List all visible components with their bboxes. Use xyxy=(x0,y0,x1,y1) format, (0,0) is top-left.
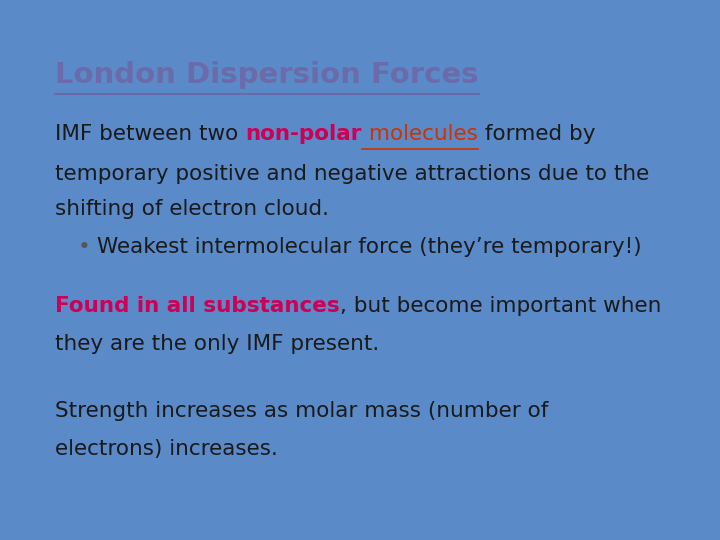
Text: Found in all substances: Found in all substances xyxy=(55,296,340,316)
Text: •: • xyxy=(77,237,90,256)
Text: London Dispersion Forces: London Dispersion Forces xyxy=(55,61,479,89)
Text: non-polar: non-polar xyxy=(246,124,362,144)
Text: Weakest intermolecular force (they’re temporary!): Weakest intermolecular force (they’re te… xyxy=(97,237,642,256)
Text: they are the only IMF present.: they are the only IMF present. xyxy=(55,334,379,354)
Text: formed by: formed by xyxy=(477,124,595,144)
Text: electrons) increases.: electrons) increases. xyxy=(55,438,278,458)
Text: Strength increases as molar mass (number of: Strength increases as molar mass (number… xyxy=(55,401,549,421)
Text: temporary positive and negative attractions due to the: temporary positive and negative attracti… xyxy=(55,164,649,184)
Text: , but become important when: , but become important when xyxy=(340,296,662,316)
Text: IMF between two: IMF between two xyxy=(55,124,246,144)
Text: shifting of electron cloud.: shifting of electron cloud. xyxy=(55,199,329,219)
Text: molecules: molecules xyxy=(362,124,477,144)
